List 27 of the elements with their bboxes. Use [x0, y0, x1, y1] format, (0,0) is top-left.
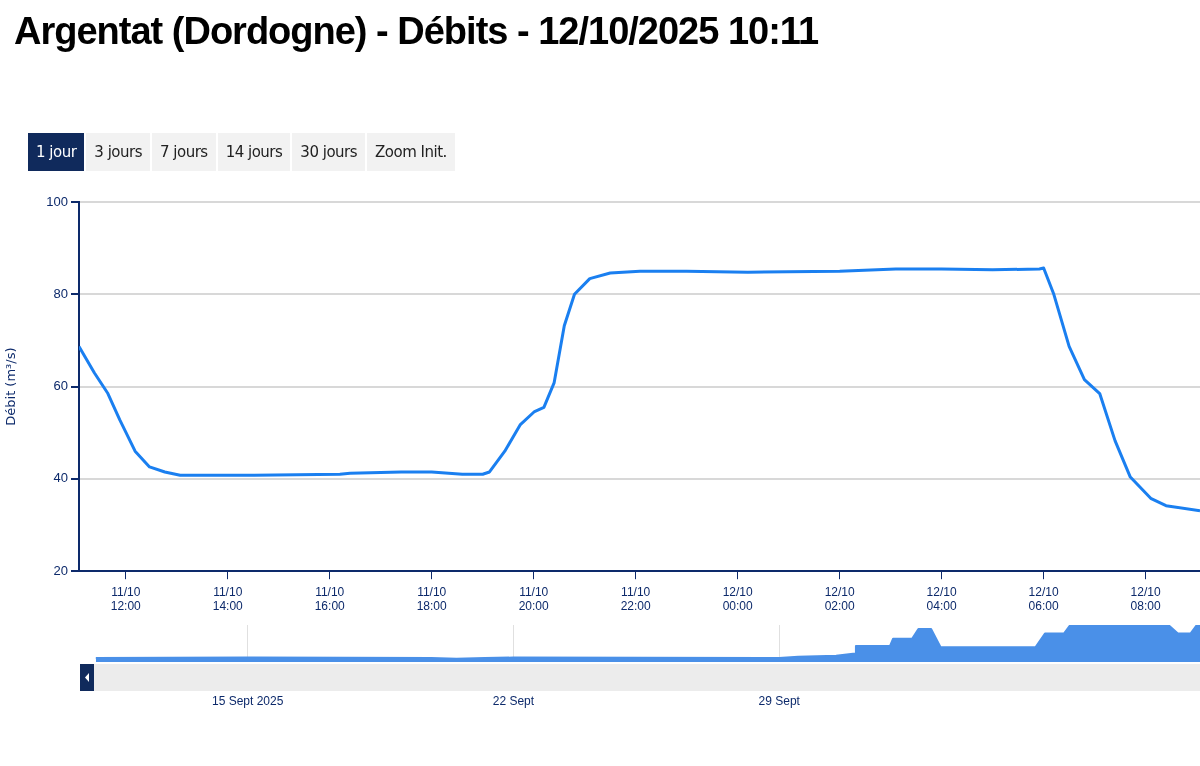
y-tick-label: 100 — [46, 193, 68, 209]
text: 7 jours — [152, 133, 216, 171]
y-axis-title: Débit (m³/s) — [3, 347, 19, 426]
x-tick-label: 12/10 08:00 — [1130, 584, 1161, 614]
x-tick-label: 11/10 18:00 — [416, 584, 448, 614]
x-tick-label: 12/10 06:00 — [1028, 584, 1059, 614]
x-tick-label: 11/10 14:00 — [212, 584, 244, 614]
x-tick-label: 15 Sept 2025 — [211, 693, 284, 708]
y-tick-label: 40 — [53, 470, 68, 486]
x-tick-label: 12/10 02:00 — [824, 584, 855, 614]
x-tick-label: 12/10 04:00 — [926, 584, 957, 614]
y-tick-label: 20 — [53, 562, 68, 578]
x-tick-label: 11/10 12:00 — [110, 584, 142, 614]
x-tick-label: 11/10 20:00 — [518, 584, 550, 614]
chart-title: Argentat (Dordogne) - Débits - 12/10/2025 10:11 — [14, 10, 819, 53]
x-tick-label: 12/10 00:00 — [722, 584, 753, 614]
text: 1 jour — [28, 133, 85, 171]
x-tick-label: 11/10 22:00 — [620, 584, 652, 614]
text: 14 jours — [217, 133, 291, 171]
y-tick-label: 80 — [53, 285, 68, 301]
x-tick-label: 11/10 16:00 — [314, 584, 346, 614]
text: Zoom Init. — [367, 133, 455, 171]
y-tick-label: 60 — [53, 378, 68, 394]
text: 3 jours — [86, 133, 150, 171]
x-tick-label: 29 Sept — [758, 693, 801, 708]
text: 30 jours — [292, 133, 366, 171]
x-tick-label: 22 Sept — [492, 693, 535, 708]
